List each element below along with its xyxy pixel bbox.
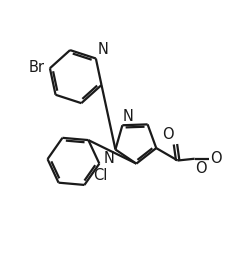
Text: O: O — [209, 151, 221, 166]
Text: O: O — [194, 161, 206, 176]
Text: N: N — [97, 42, 108, 57]
Text: N: N — [123, 109, 133, 124]
Text: O: O — [161, 128, 173, 143]
Text: N: N — [103, 151, 114, 166]
Text: Cl: Cl — [93, 168, 107, 183]
Text: Br: Br — [28, 60, 44, 75]
